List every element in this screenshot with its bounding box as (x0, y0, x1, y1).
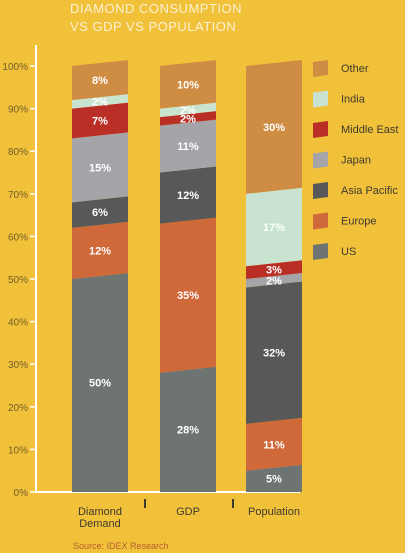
bar-segment (72, 132, 128, 203)
bar-segment (246, 464, 302, 492)
bar-segment (246, 281, 302, 424)
chart-title-line-2: VS GDP VS POPULATION (70, 19, 237, 34)
data-label: 2% (266, 275, 282, 287)
legend-label: Asia Pacific (341, 185, 398, 197)
legend-label: Other (341, 63, 369, 75)
y-tick-label: 60% (8, 232, 28, 243)
data-label: 7% (92, 116, 108, 128)
legend-swatch (313, 121, 328, 138)
legend-label: Japan (341, 155, 371, 167)
y-tick-label: 40% (8, 318, 28, 329)
bar-segment (246, 187, 302, 267)
bar-segment (246, 60, 302, 194)
bar-segment (160, 111, 216, 126)
data-label: 17% (263, 222, 285, 234)
category-label: Population (248, 506, 300, 518)
data-label: 10% (177, 79, 199, 91)
category-label: Demand (79, 518, 121, 530)
y-tick-label: 30% (8, 360, 28, 371)
data-label: 12% (89, 245, 111, 257)
bar-segment (160, 102, 216, 118)
category-label: GDP (176, 506, 200, 518)
legend-swatch (313, 212, 328, 230)
y-tick-label: 50% (8, 275, 28, 286)
legend-label: India (341, 94, 366, 106)
data-label: 3% (266, 265, 282, 277)
bar-segment (246, 417, 302, 471)
category-label: Diamond (78, 506, 122, 518)
bar-segment (160, 60, 216, 109)
chart-title-line-1: DIAMOND CONSUMPTION (70, 1, 242, 16)
data-label: 5% (266, 473, 282, 485)
data-label: 12% (177, 190, 199, 202)
y-tick-label: 70% (8, 190, 28, 201)
y-tick-label: 100% (2, 62, 28, 73)
data-label: 35% (177, 290, 199, 302)
legend-swatch (313, 243, 328, 260)
y-tick-label: 10% (8, 445, 28, 456)
legend-label: Middle East (341, 124, 398, 136)
data-label: 2% (92, 96, 108, 108)
y-tick-label: 0% (14, 488, 29, 499)
legend-label: Europe (341, 216, 376, 228)
bar-segment (72, 273, 128, 492)
data-label: 15% (89, 162, 111, 174)
bar-segment (246, 273, 302, 288)
data-label: 11% (263, 439, 285, 451)
legend-swatch (313, 60, 328, 77)
data-label: 32% (263, 348, 285, 360)
data-label: 30% (263, 122, 285, 134)
source-note: Source: IDEX Research (73, 541, 169, 551)
y-tick-label: 20% (8, 403, 28, 414)
bar-segment (160, 166, 216, 224)
data-label: 8% (92, 75, 108, 87)
bar-segment (72, 94, 128, 109)
data-label: 50% (89, 378, 111, 390)
bar-segment (72, 60, 128, 101)
data-label: 6% (92, 207, 108, 219)
bar-segment (160, 366, 216, 492)
data-label: 2% (180, 105, 196, 117)
bar-segment (160, 119, 216, 173)
bar-segment (246, 260, 302, 279)
data-label: 28% (177, 424, 199, 436)
legend-swatch (313, 182, 328, 199)
legend-swatch (313, 151, 328, 169)
bar-segment (72, 196, 128, 228)
y-tick-label: 90% (8, 105, 28, 116)
legend-label: US (341, 246, 356, 258)
y-tick-label: 80% (8, 147, 28, 158)
bar-segment (72, 221, 128, 279)
data-label: 11% (177, 141, 199, 153)
bar-segment (72, 102, 128, 139)
bar-segment (160, 217, 216, 373)
legend-swatch (313, 90, 328, 108)
data-label: 2% (180, 113, 196, 125)
